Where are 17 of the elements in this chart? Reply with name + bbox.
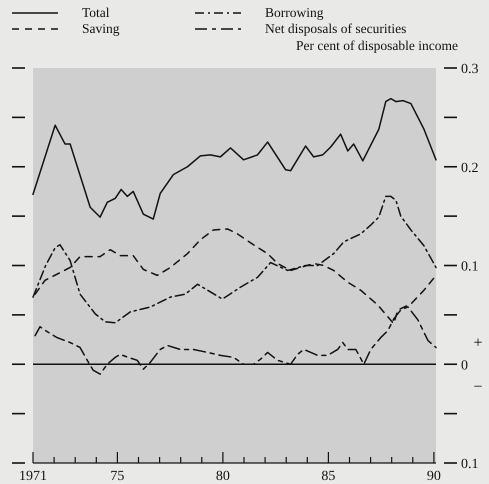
x-tick-label: 90	[426, 469, 441, 484]
legend-label: Borrowing	[265, 5, 324, 20]
legend-label: Total	[82, 5, 110, 20]
x-tick-label: 85	[321, 469, 336, 484]
legend-label: Net disposals of securities	[265, 21, 406, 36]
y-tick-label: 0	[461, 358, 468, 374]
x-tick-label: 80	[216, 469, 230, 484]
x-tick-label: 75	[110, 469, 124, 484]
text: −	[473, 378, 483, 396]
y-axis-title: Per cent of disposable income	[296, 38, 458, 53]
legend-label: Saving	[82, 21, 120, 36]
x-tick-label: 1971	[19, 469, 47, 484]
y-tick-label: 0.2	[461, 160, 478, 176]
y-tick-label: 0.3	[461, 62, 478, 77]
y-tick-label: 0.1	[461, 457, 478, 472]
y-tick-label: 0.1	[461, 260, 478, 274]
text: +	[473, 334, 483, 352]
